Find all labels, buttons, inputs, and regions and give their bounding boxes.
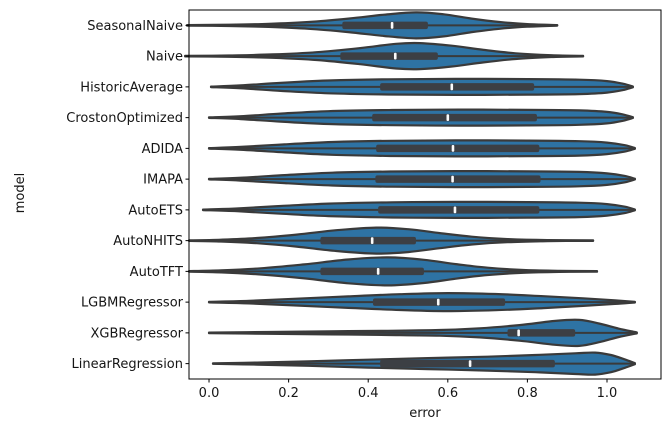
- violin-row-SeasonalNaive: [186, 11, 559, 40]
- y-tick-label-IMAPA: IMAPA: [143, 173, 183, 188]
- median-line: [393, 52, 397, 60]
- median-line: [453, 206, 457, 214]
- y-tick-label-CrostonOptimized: CrostonOptimized: [66, 111, 183, 126]
- violin-row-AutoNHITS: [188, 226, 595, 255]
- iqr-box: [380, 83, 535, 91]
- median-line: [451, 175, 454, 183]
- iqr-box: [507, 329, 576, 337]
- iqr-box: [320, 267, 424, 276]
- violin-row-ADIDA: [207, 139, 636, 158]
- y-tick-label-SeasonalNaive: SeasonalNaive: [87, 19, 183, 34]
- y-tick-label-LinearRegression: LinearRegression: [71, 357, 183, 372]
- y-tick-label-Naive: Naive: [146, 50, 183, 65]
- violin-row-CrostonOptimized: [207, 108, 634, 127]
- median-line: [390, 21, 394, 29]
- y-tick-label-XGBRegressor: XGBRegressor: [91, 326, 184, 341]
- violin-row-HistoricAverage: [209, 77, 634, 96]
- y-tick-label-AutoNHITS: AutoNHITS: [113, 234, 183, 249]
- median-line: [468, 360, 472, 368]
- violin-row-AutoTFT: [188, 256, 599, 287]
- y-tick-label-ADIDA: ADIDA: [142, 142, 184, 157]
- median-line: [517, 329, 520, 337]
- median-line: [370, 237, 374, 245]
- x-tick-label: 0.4: [358, 386, 379, 401]
- y-tick-label-HistoricAverage: HistoricAverage: [80, 80, 183, 95]
- x-tick-label: 0.0: [199, 386, 220, 401]
- median-line: [450, 83, 454, 91]
- x-axis-label: error: [409, 406, 441, 421]
- violin-row-AutoETS: [201, 200, 636, 219]
- median-line: [376, 267, 380, 275]
- y-tick-label-AutoTFT: AutoTFT: [130, 265, 183, 280]
- y-axis-label: model: [13, 173, 28, 213]
- x-tick-label: 0.8: [517, 386, 538, 401]
- iqr-box: [380, 359, 555, 368]
- iqr-box: [320, 236, 416, 245]
- iqr-box: [376, 144, 540, 153]
- median-line: [451, 144, 455, 152]
- iqr-box: [378, 206, 540, 214]
- median-line: [436, 298, 440, 306]
- violin-row-LinearRegression: [211, 351, 636, 376]
- iqr-box: [340, 52, 438, 60]
- y-tick-label-AutoETS: AutoETS: [128, 203, 183, 218]
- median-line: [446, 114, 450, 122]
- violin-row-Naive: [184, 41, 585, 71]
- violin-row-XGBRegressor: [207, 318, 638, 348]
- violin-row-LGBMRegressor: [207, 292, 636, 313]
- y-tick-label-LGBMRegressor: LGBMRegressor: [81, 296, 184, 311]
- x-tick-label: 0.6: [437, 386, 458, 401]
- iqr-box: [372, 113, 537, 122]
- violin-row-IMAPA: [207, 170, 636, 189]
- iqr-box: [342, 21, 428, 30]
- iqr-box: [375, 175, 541, 183]
- plot-area: [189, 10, 661, 379]
- x-tick-label: 0.2: [278, 386, 299, 401]
- axes-spines: [188, 9, 662, 380]
- x-tick-label: 1.0: [597, 386, 618, 401]
